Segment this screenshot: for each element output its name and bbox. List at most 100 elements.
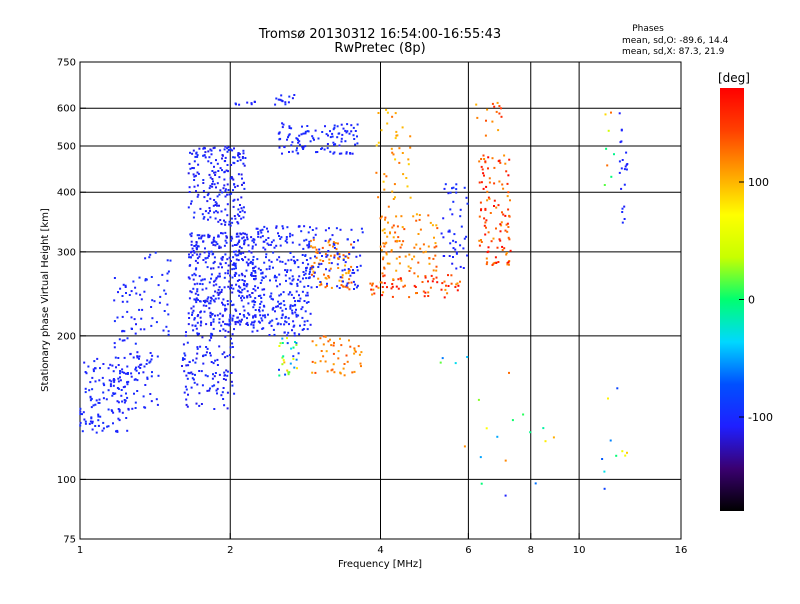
data-point	[435, 276, 438, 279]
data-point	[289, 269, 292, 272]
data-point	[202, 147, 205, 150]
data-point	[450, 282, 453, 285]
data-point	[196, 346, 199, 349]
data-point	[478, 181, 481, 184]
data-point	[226, 258, 229, 261]
data-point	[281, 337, 284, 340]
data-point	[442, 217, 445, 220]
data-point	[113, 320, 116, 323]
data-point	[197, 172, 200, 175]
data-point	[246, 317, 248, 320]
data-point	[350, 124, 353, 127]
data-point	[206, 389, 209, 392]
data-point	[329, 238, 332, 241]
data-point	[356, 284, 359, 287]
data-point	[442, 236, 445, 239]
data-point	[387, 221, 389, 224]
data-point	[241, 177, 243, 180]
data-point	[312, 238, 315, 241]
data-point	[253, 303, 256, 306]
data-point	[133, 318, 136, 321]
data-point	[451, 187, 453, 190]
data-point	[621, 221, 624, 224]
data-point	[207, 212, 210, 215]
data-point	[312, 275, 315, 278]
data-point	[127, 407, 130, 410]
data-point	[338, 255, 341, 258]
data-point	[290, 144, 293, 147]
data-point	[240, 291, 243, 294]
data-point	[167, 333, 170, 336]
data-point	[228, 280, 231, 283]
data-point	[117, 401, 120, 404]
data-point	[431, 224, 434, 227]
data-point	[206, 266, 209, 269]
data-point	[500, 115, 503, 118]
data-point	[454, 241, 457, 244]
data-point	[192, 250, 195, 252]
data-point	[102, 363, 105, 365]
data-point	[196, 347, 199, 350]
data-point	[113, 380, 116, 383]
data-point	[316, 151, 319, 153]
data-point	[150, 324, 153, 327]
data-point	[248, 294, 251, 296]
data-point	[163, 289, 166, 292]
data-point	[252, 258, 255, 261]
data-point	[241, 156, 244, 158]
data-point	[231, 221, 234, 224]
data-point	[117, 417, 120, 420]
data-point	[289, 304, 292, 307]
data-point	[240, 296, 242, 299]
data-point	[229, 315, 232, 318]
y-tick-label: 500	[57, 141, 76, 152]
data-point	[119, 370, 122, 372]
data-point	[98, 398, 101, 401]
data-point	[223, 351, 226, 354]
data-point	[194, 324, 197, 327]
data-point	[317, 266, 320, 268]
data-point	[183, 370, 186, 373]
data-point	[452, 239, 455, 242]
data-point	[238, 319, 241, 322]
data-point	[151, 371, 153, 374]
data-point	[405, 177, 408, 179]
data-point	[315, 151, 317, 154]
data-point	[183, 358, 186, 361]
data-point	[191, 247, 194, 250]
data-point	[616, 387, 619, 390]
data-point	[212, 327, 215, 330]
data-point	[242, 152, 245, 155]
data-point	[196, 383, 199, 386]
data-point	[334, 143, 337, 146]
data-point	[214, 290, 217, 293]
data-point	[298, 300, 301, 303]
data-point	[346, 130, 349, 133]
x-tick-label: 1	[77, 545, 83, 556]
data-point	[332, 352, 335, 355]
data-point	[213, 384, 216, 387]
data-point	[604, 113, 607, 116]
data-point	[227, 264, 230, 267]
data-point	[99, 415, 102, 418]
data-point	[621, 207, 624, 210]
data-point	[444, 288, 447, 291]
data-point	[212, 262, 215, 265]
data-point	[337, 357, 340, 360]
data-point	[268, 322, 271, 325]
data-point	[279, 342, 282, 345]
data-point	[231, 149, 234, 152]
data-point	[278, 294, 281, 297]
data-point	[125, 292, 127, 294]
data-point	[449, 242, 452, 245]
data-point	[301, 254, 304, 256]
data-point	[184, 354, 187, 357]
data-point	[278, 256, 281, 259]
data-point	[447, 285, 450, 287]
data-point	[157, 374, 160, 377]
data-point	[257, 295, 260, 297]
data-point	[187, 312, 190, 315]
data-point	[187, 364, 190, 367]
data-point	[233, 274, 236, 276]
data-point	[219, 189, 222, 192]
